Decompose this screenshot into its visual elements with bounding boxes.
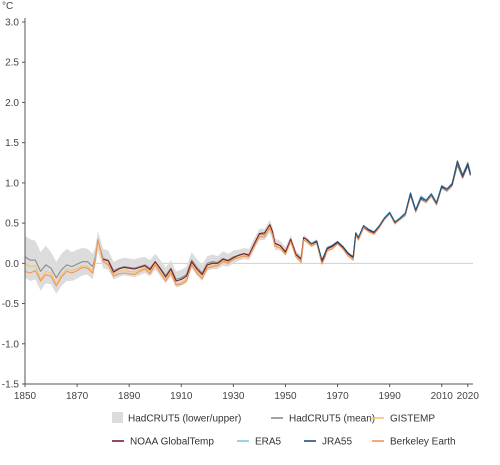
y-tick-label: 0.0 <box>5 259 19 270</box>
legend-label: ERA5 <box>255 437 282 448</box>
hadcrut-band-area <box>25 163 471 294</box>
x-tick-label: 1890 <box>118 391 141 402</box>
x-tick-label: 1930 <box>222 391 245 402</box>
y-tick-label: 3.0 <box>5 18 19 29</box>
x-tick-label: 1910 <box>170 391 193 402</box>
legend-swatch <box>112 412 123 423</box>
x-tick-label: 1970 <box>326 391 349 402</box>
hadcrut-uncertainty-band <box>25 163 471 294</box>
y-tick-label: -1.5 <box>2 380 20 391</box>
y-tick-label: 2.0 <box>5 98 19 109</box>
legend-label: HadCRUT5 (lower/upper) <box>128 414 241 425</box>
x-tick-label: 2020 <box>457 391 480 402</box>
x-axis-ticks: 1850 1870 1890 1910 1930 1950 1970 1990 2010 2020 <box>14 384 479 402</box>
legend-label: HadCRUT5 (mean) <box>289 414 375 425</box>
x-tick-label: 1950 <box>274 391 297 402</box>
legend-label: JRA55 <box>322 437 352 448</box>
legend-label: Berkeley Earth <box>390 437 456 448</box>
y-tick-label: 2.5 <box>5 58 19 69</box>
y-tick-label: 0.5 <box>5 219 19 230</box>
x-tick-label: 1990 <box>379 391 402 402</box>
x-tick-label: 1850 <box>14 391 37 402</box>
y-unit-label: °C <box>2 1 13 12</box>
era5-line <box>357 161 471 238</box>
legend-label: GISTEMP <box>390 414 435 425</box>
series-lines <box>24 159 471 287</box>
jra55-line <box>305 160 471 261</box>
x-tick-label: 2010 <box>431 391 454 402</box>
y-tick-label: -1.0 <box>2 339 20 350</box>
y-axis-ticks: 3.0 2.5 2.0 1.5 1.0 0.5 0.0 -0.5 -1.0 -1.5 <box>2 18 25 391</box>
y-tick-label: 1.0 <box>5 178 19 189</box>
y-tick-label: -0.5 <box>2 299 20 310</box>
legend-label: NOAA GlobalTemp <box>130 437 214 448</box>
legend: HadCRUT5 (lower/upper) HadCRUT5 (mean) GIS… <box>112 412 456 448</box>
y-tick-label: 1.5 <box>5 138 19 149</box>
berkeley-earth-line <box>24 160 471 287</box>
x-tick-label: 1870 <box>66 391 89 402</box>
